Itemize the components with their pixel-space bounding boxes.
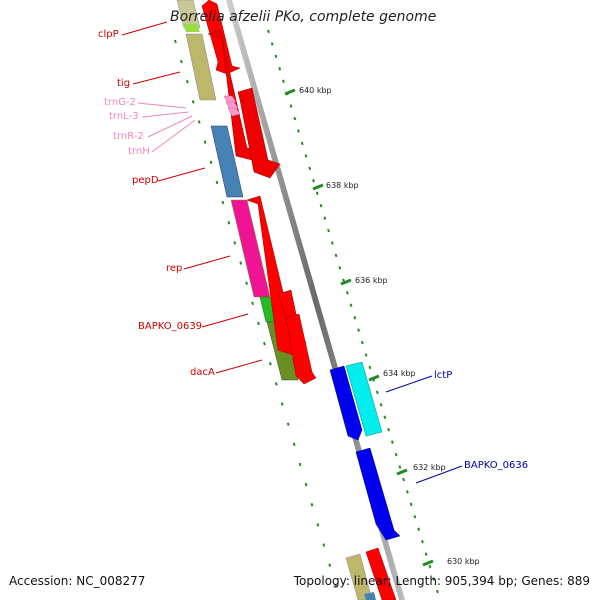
genome-title: Borrelia afzelii PKo, complete genome xyxy=(170,9,437,25)
leader-lines-pink xyxy=(137,102,196,153)
gene-label-clpP[interactable]: clpP xyxy=(98,29,119,40)
trna-markers xyxy=(223,95,241,117)
gene-label-trnR-2[interactable]: trnR-2 xyxy=(113,131,144,142)
genome-backbone xyxy=(226,0,405,600)
gene-label-trnL-3[interactable]: trnL-3 xyxy=(109,111,139,122)
gene-clpP-strip xyxy=(183,24,200,32)
gene-bottom-red xyxy=(365,547,397,600)
gene-label-dacA[interactable]: dacA xyxy=(190,367,215,378)
cds-arrow-6 xyxy=(285,313,317,385)
tick-label-636: 636 kbp xyxy=(355,276,388,285)
tick-marks-outer xyxy=(267,29,441,600)
gene-pepD-block xyxy=(210,125,244,198)
gene-lctP-arrow xyxy=(329,365,363,441)
leader-lines-blue xyxy=(385,375,463,484)
gene-label-BAPKO_0636[interactable]: BAPKO_0636 xyxy=(464,460,529,471)
tick-label-632: 632 kbp xyxy=(413,463,446,472)
gene-BAPKO_0636-arrow xyxy=(355,447,401,541)
gene-label-trnH[interactable]: trnH xyxy=(128,146,150,157)
gene-label-pepD[interactable]: pepD xyxy=(132,175,159,186)
gene-bottom-blue xyxy=(364,592,376,600)
gene-tig-block xyxy=(185,33,217,101)
gene-label-trnG-2[interactable]: trnG-2 xyxy=(104,97,136,108)
gene-label-rep[interactable]: rep xyxy=(166,263,183,274)
gene-clpP-block xyxy=(176,0,201,29)
cds-arrow-3 xyxy=(237,87,281,179)
gene-label-lctP[interactable]: lctP xyxy=(434,370,453,381)
tick-label-634: 634 kbp xyxy=(383,369,416,378)
major-ticks xyxy=(284,88,434,567)
tick-label-640: 640 kbp xyxy=(299,86,332,95)
tick-label-638: 638 kbp xyxy=(326,181,359,190)
gene-lctP-block xyxy=(345,361,383,437)
gene-label-BAPKO_0639[interactable]: BAPKO_0639 xyxy=(138,321,203,332)
accession-text: Accession: NC_008277 xyxy=(9,574,146,588)
tick-label-630: 630 kbp xyxy=(447,557,480,566)
gene-bottom-olive xyxy=(345,553,373,600)
gene-label-tig[interactable]: tig xyxy=(117,78,131,89)
genome-meta-text: Topology: linear; Length: 905,394 bp; Ge… xyxy=(293,574,590,588)
leader-lines-red xyxy=(121,21,263,374)
